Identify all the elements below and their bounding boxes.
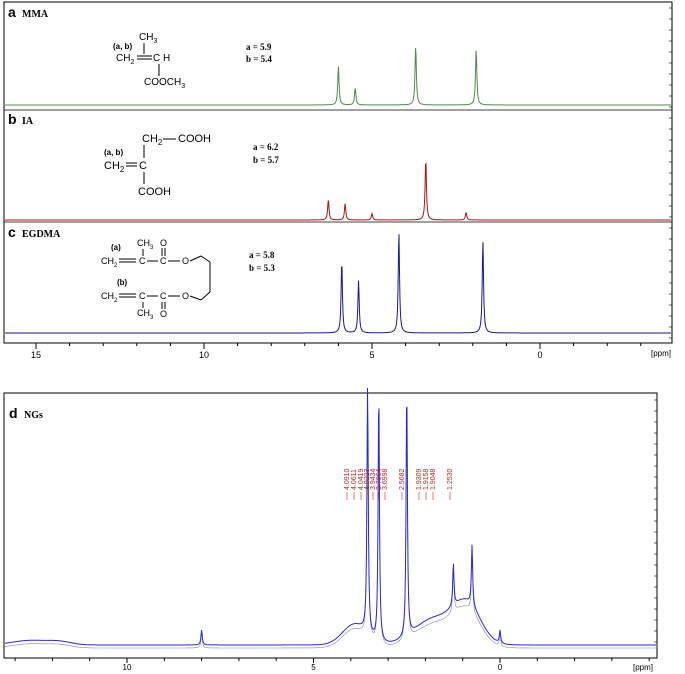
top-axis-tick-label: 15	[31, 350, 41, 360]
peak-label: 1.2530	[447, 468, 454, 490]
top-x-axis: 15 10 5 0	[4, 342, 672, 360]
svg-text:O: O	[160, 238, 167, 248]
svg-text:C: C	[160, 291, 167, 301]
panel-c-title: EGDMA	[22, 229, 61, 240]
svg-text:CH2: CH2	[104, 160, 125, 174]
panel-b-shift-b: b = 5.7	[253, 155, 279, 165]
svg-text:(a): (a)	[111, 243, 121, 252]
svg-text:CH2: CH2	[101, 291, 118, 304]
svg-text:CH3: CH3	[137, 308, 154, 321]
panel-b-letter: b	[8, 111, 17, 127]
peak-label: 1.9048	[430, 468, 437, 490]
peak-label: 1.9158	[423, 468, 430, 490]
svg-text:O: O	[160, 309, 167, 319]
bottom-axis-unit: [ppm]	[633, 663, 653, 672]
panel-a-shift-a: a = 5.9	[246, 42, 272, 52]
svg-text:(a, b): (a, b)	[113, 42, 132, 51]
svg-text:C: C	[139, 160, 147, 172]
peak-label: 2.5682	[399, 468, 406, 490]
peak-label: 4.0611	[351, 469, 358, 490]
svg-text:C: C	[139, 256, 146, 266]
peak-label: 4.0419	[358, 468, 365, 490]
peak-label: 3.9434	[370, 468, 377, 490]
mma-spectrum-trace	[5, 48, 671, 106]
panel-d-letter: d	[9, 405, 18, 421]
svg-text:CH2: CH2	[116, 53, 134, 66]
egdma-structure: (a) CH3 CH2 C C O O (b) CH2 C CH3 C O O	[101, 238, 211, 321]
svg-text:(b): (b)	[117, 278, 128, 287]
ia-structure: CH2 COOH (a, b) CH2 C COOH	[104, 133, 211, 198]
top-axis-unit: [ppm]	[651, 349, 671, 358]
svg-text:O: O	[182, 256, 189, 266]
panel-a-letter: a	[8, 4, 16, 20]
svg-text:CH2: CH2	[142, 133, 163, 147]
top-axis-tick-label: 10	[199, 350, 209, 360]
bottom-axis-tick-label: 5	[311, 663, 316, 672]
panel-a-title: MMA	[22, 9, 49, 20]
ngs-spectrum-trace	[4, 387, 656, 646]
svg-text:CH3: CH3	[137, 238, 154, 251]
svg-text:O: O	[182, 291, 189, 301]
panel-b-shift-a: a = 6.2	[253, 142, 279, 152]
bottom-axis-tick-label: 0	[498, 663, 503, 672]
bottom-x-axis: 10 5 0	[14, 658, 650, 672]
panel-c-letter: c	[8, 224, 16, 240]
peak-label: 3.6998	[382, 468, 389, 490]
top-axis-tick-label: 0	[537, 350, 542, 360]
bottom-plot-frame	[3, 392, 658, 659]
peak-label: 3.7964	[376, 468, 383, 490]
peak-label: 1.9309	[416, 468, 423, 490]
right-axis-ticks-bottom	[654, 399, 657, 643]
svg-text:CH3: CH3	[139, 32, 157, 45]
panel-d-title: NGs	[24, 410, 43, 421]
svg-text:C: C	[139, 291, 146, 301]
panel-c-shift-a: a = 5.8	[249, 250, 275, 260]
svg-text:COOCH3: COOCH3	[144, 77, 185, 90]
svg-text:C H: C H	[153, 53, 170, 64]
panel-a-shift-b: b = 5.4	[246, 54, 272, 64]
mma-structure: (a, b) CH3 CH2 C H COOCH3	[113, 32, 185, 90]
ia-spectrum-trace	[5, 162, 671, 221]
top-axis-tick-label: 5	[369, 350, 374, 360]
svg-text:COOH: COOH	[178, 133, 211, 145]
svg-text:COOH: COOH	[138, 186, 171, 198]
panel-c-shift-b: b = 5.3	[249, 263, 275, 273]
panel-b-title: IA	[22, 116, 34, 127]
peak-label: 4.0223	[364, 468, 371, 490]
svg-text:CH2: CH2	[101, 256, 118, 269]
egdma-spectrum-trace	[5, 234, 671, 334]
right-axis-ticks-top	[669, 7, 672, 339]
bottom-axis-tick-label: 10	[123, 663, 132, 672]
svg-text:(a, b): (a, b)	[104, 148, 123, 157]
svg-text:C: C	[160, 256, 167, 266]
ngs-peak-labels: 4.0910 4.0611 4.0419 4.0223 3.9434 3.7964 3.69…	[344, 468, 454, 500]
ngs-integral-trace	[5, 387, 656, 649]
peak-label: 4.0910	[344, 468, 351, 490]
